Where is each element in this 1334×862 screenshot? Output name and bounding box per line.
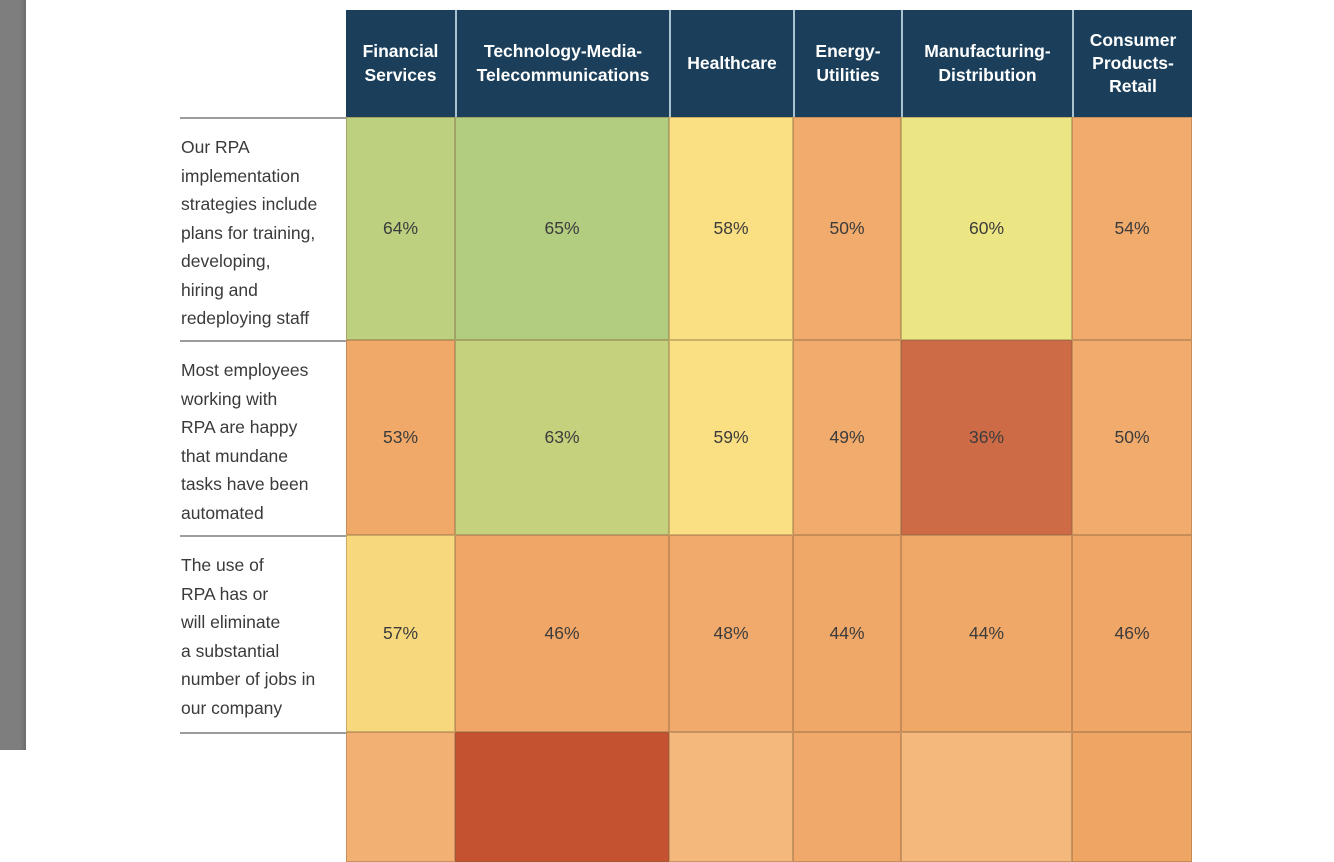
heatmap-cell: 54%: [1072, 117, 1192, 340]
viewer-gutter: [0, 0, 26, 750]
row-label-employees-happy-mundane-tasks: Most employees working with RPA are happ…: [180, 340, 346, 535]
heatmap-cell: [669, 732, 793, 862]
heatmap-cell: [455, 732, 669, 862]
heatmap-cell: 36%: [901, 340, 1072, 535]
column-header-financial-services: Financial Services: [346, 10, 455, 117]
row-label-partial: [180, 732, 346, 862]
column-header-manufacturing-distribution: Manufacturing-Distribution: [901, 10, 1072, 117]
heatmap-cell: [901, 732, 1072, 862]
column-header-consumer-products-retail: Consumer Products-Retail: [1072, 10, 1192, 117]
column-header-healthcare: Healthcare: [669, 10, 793, 117]
column-header-energy-utilities: Energy-Utilities: [793, 10, 901, 117]
row-label-rpa-implementation-strategies: Our RPA implementation strategies includ…: [180, 117, 346, 340]
heatmap-cell: 44%: [793, 535, 901, 732]
heatmap-cell: 60%: [901, 117, 1072, 340]
row-label-rpa-eliminate-jobs: The use of RPA has or will eliminate a s…: [180, 535, 346, 732]
heatmap-cell: 46%: [1072, 535, 1192, 732]
heatmap-cell: 44%: [901, 535, 1072, 732]
heatmap-cell: 57%: [346, 535, 455, 732]
heatmap-cell: 58%: [669, 117, 793, 340]
heatmap-cell: 64%: [346, 117, 455, 340]
heatmap-cell: 63%: [455, 340, 669, 535]
heatmap-cell: 65%: [455, 117, 669, 340]
heatmap-cell: [346, 732, 455, 862]
heatmap-cell: 59%: [669, 340, 793, 535]
heatmap-cell: [1072, 732, 1192, 862]
heatmap-table: Financial Services Technology-Media-Tele…: [180, 10, 1192, 862]
heatmap-cell: 49%: [793, 340, 901, 535]
heatmap-cell: 46%: [455, 535, 669, 732]
heatmap-cell: [793, 732, 901, 862]
heatmap-cell: 48%: [669, 535, 793, 732]
corner-cell: [180, 10, 346, 117]
heatmap-cell: 53%: [346, 340, 455, 535]
heatmap-cell: 50%: [1072, 340, 1192, 535]
column-header-technology-media-telecommunications: Technology-Media-Telecommunications: [455, 10, 669, 117]
heatmap-cell: 50%: [793, 117, 901, 340]
